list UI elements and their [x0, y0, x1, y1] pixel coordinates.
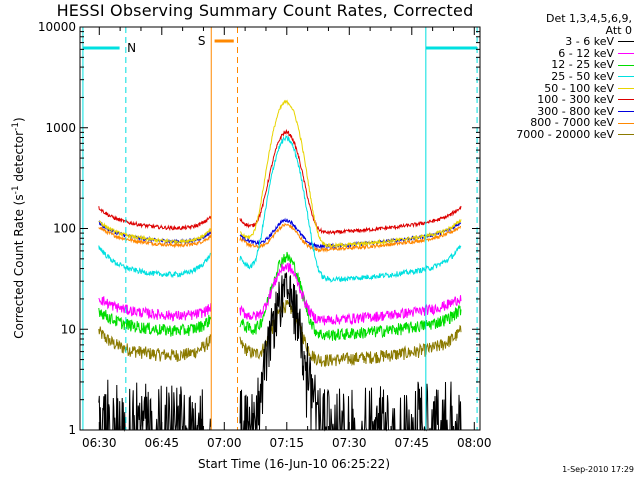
legend-label: 100 - 300 keV [537, 93, 614, 107]
night-flag-label: N [127, 41, 136, 55]
legend-swatch [618, 99, 634, 101]
y-tick-label: 10 [61, 322, 76, 336]
chart-title: HESSI Observing Summary Count Rates, Cor… [56, 1, 474, 20]
x-tick-label: 06:30 [82, 436, 117, 450]
legend-entry: 800 - 7000 keV [474, 117, 634, 129]
x-tick-label: 08:00 [457, 436, 492, 450]
x-tick-label: 07:30 [332, 436, 367, 450]
legend-swatch [618, 53, 634, 55]
legend-entry: 3 - 6 keV [474, 36, 634, 48]
series-line [98, 220, 212, 245]
series-line [98, 245, 211, 279]
legend-label: 7000 - 20000 keV [516, 127, 614, 141]
series-line [98, 296, 212, 322]
series-line [239, 262, 462, 326]
series-line [239, 222, 461, 253]
series-line [98, 226, 212, 249]
legend-entry: 25 - 50 keV [474, 71, 634, 83]
series-line [239, 251, 462, 341]
x-tick-label: 06:45 [144, 436, 179, 450]
legend-header-2: Att 0 [605, 23, 632, 37]
series-line [239, 128, 462, 236]
date-stamp: 1-Sep-2010 17:29 [562, 465, 634, 474]
legend-header-1: Det 1,3,4,5,6,9, [545, 12, 632, 25]
legend-swatch [618, 41, 634, 43]
series-line [240, 99, 462, 249]
x-tick-label: 07:00 [207, 436, 242, 450]
y-tick-label: 1000 [45, 121, 76, 135]
legend-label: 3 - 6 keV [565, 35, 614, 49]
x-tick-label: 07:45 [394, 436, 429, 450]
x-axis-label: Start Time (16-Jun-10 06:25:22) [198, 457, 390, 471]
series-line [239, 134, 462, 283]
x-tick-label: 07:15 [269, 436, 304, 450]
legend-label: 6 - 12 keV [558, 46, 614, 60]
legend-entry: 50 - 100 keV [474, 81, 634, 95]
y-tick-label: 1 [68, 423, 76, 437]
legend-entry: 6 - 12 keV [474, 48, 634, 60]
series-line [98, 206, 212, 232]
legend-label: 12 - 25 keV [551, 58, 614, 72]
legend-entry: 7000 - 20000 keV [474, 129, 634, 141]
legend-swatch [618, 87, 634, 89]
legend-entry: 12 - 25 keV [474, 59, 634, 71]
legend-swatch [618, 122, 634, 124]
axis-layer: 1 10 100 1000 10000 06:30 06:45 07:00 07:15 07:30… [38, 20, 492, 450]
legend-label: 800 - 7000 keV [530, 116, 614, 130]
legend-label: 50 - 100 keV [544, 81, 614, 95]
legend: Det 1,3,4,5,6,9, Att 0 3 - 6 keV 6 - 12 k… [474, 13, 634, 141]
saa-flag-label: S [198, 34, 206, 48]
y-tick-label: 100 [53, 222, 76, 236]
series-line [98, 220, 212, 244]
legend-label: 300 - 800 keV [537, 104, 614, 118]
legend-swatch [618, 134, 634, 136]
legend-entry: 100 - 300 keV [474, 94, 634, 106]
series-line [239, 272, 462, 432]
legend-swatch [618, 111, 634, 113]
legend-entry: 300 - 800 keV [474, 106, 634, 118]
y-axis-label: Corrected Count Rate (s-1 detector-1) [11, 117, 26, 338]
series-line [239, 217, 462, 250]
series-line [98, 326, 212, 362]
legend-swatch [618, 64, 634, 66]
legend-swatch [618, 76, 634, 78]
series-line [98, 379, 212, 432]
legend-label: 25 - 50 keV [551, 69, 614, 83]
series-line [98, 307, 212, 337]
y-tick-label: 10000 [38, 20, 76, 34]
